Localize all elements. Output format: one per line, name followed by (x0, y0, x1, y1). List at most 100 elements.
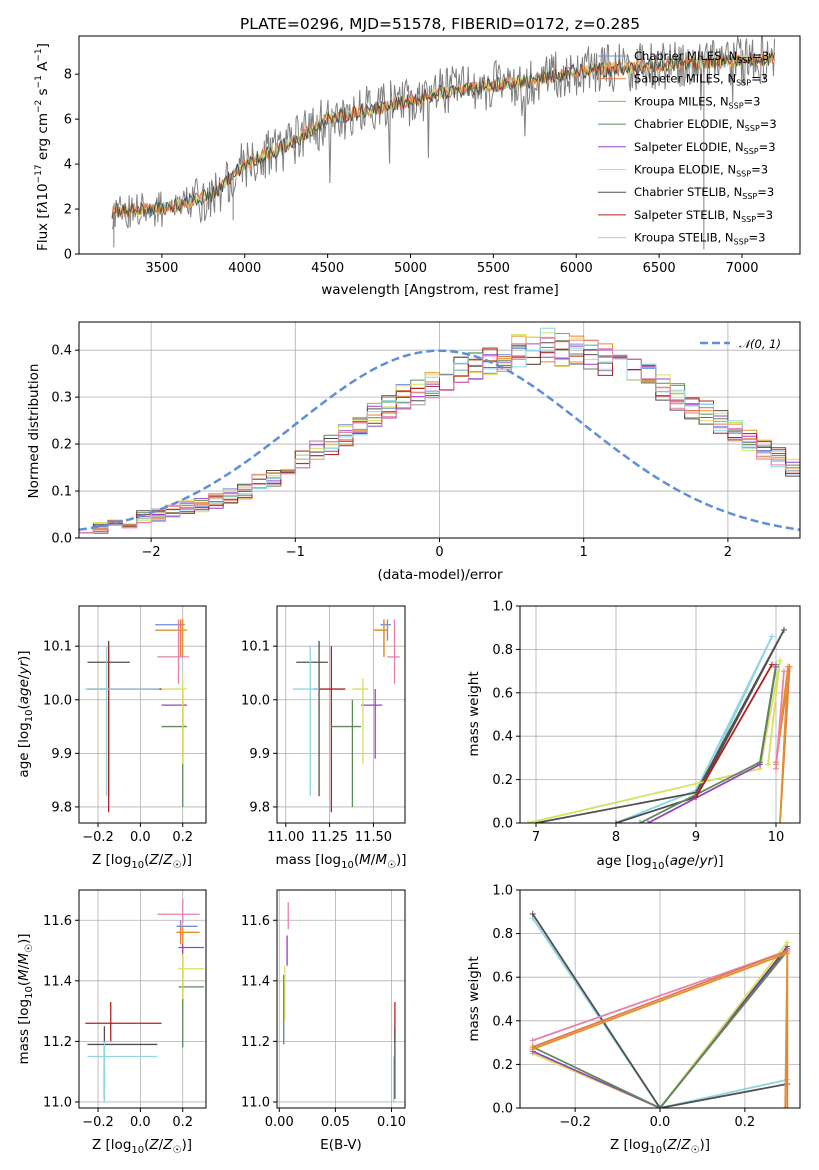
weight-marker (769, 661, 775, 668)
errorbar-chabrier-miles (176, 920, 198, 936)
weight-line-pink (532, 950, 788, 1042)
errorbar-kroupa-elodie (178, 953, 204, 999)
y-tick-label: 0.2 (51, 438, 72, 453)
x-tick-label: −1 (286, 545, 305, 560)
y-tick-label: 11.2 (43, 1035, 72, 1050)
y-tick-label: 0.0 (51, 532, 72, 547)
errorbar-kroupa-stelib (292, 646, 320, 797)
mass-weight-vs-Z-panel: −0.2 0.0 0.2 0.0 0.2 0.4 0.6 0.8 1.0 (492, 884, 801, 1130)
weight-marker (773, 765, 779, 772)
y-tick-label: 0.2 (492, 773, 513, 788)
y-tick-label: 11.4 (241, 974, 270, 989)
weight-marker (784, 1105, 791, 1108)
weight-marker (525, 820, 531, 823)
age-vs-Z-panel: −0.2 0.0 0.2 9.8 9.9 10.0 10.1 (43, 605, 207, 845)
y-tick-label: 10.1 (241, 640, 270, 655)
x-tick-label: 5000 (394, 261, 427, 276)
weight-marker (784, 939, 791, 946)
errorbar-salpeter-miles (176, 926, 198, 945)
x-tick-label: 11.25 (311, 830, 348, 845)
axes-frame (519, 605, 801, 824)
legend-label: Salpeter STELIB, NSSP=3 (634, 208, 773, 224)
x-tick-label: 7000 (725, 261, 758, 276)
weight-line-kroupa-stelib (531, 917, 788, 1108)
mass-weight-lines (525, 626, 793, 823)
mass-weight-lines (529, 910, 791, 1108)
x-tick-label: −2 (142, 545, 161, 560)
x-tick-label: 0.2 (735, 1115, 756, 1130)
weight-marker (613, 820, 619, 823)
weight-marker (781, 626, 787, 633)
y-tick-label: 9.9 (249, 747, 270, 762)
x-tick-label: 0.2 (172, 1115, 193, 1130)
x-tick-label: 3500 (145, 261, 178, 276)
mass-weight-vs-Z-ylabel: mass weight (466, 956, 482, 1041)
y-tick-label: 1.0 (492, 884, 513, 899)
y-tick-label: 0.6 (492, 971, 513, 986)
x-tick-label: 0 (435, 545, 443, 560)
legend-label: Salpeter ELODIE, NSSP=3 (634, 140, 776, 156)
errorbar-salpeter-stelib (313, 646, 346, 813)
errorbar-kroupa-miles (155, 619, 187, 657)
spectrum-observed (111, 36, 775, 230)
residuals-xlabel: (data-model)/error (377, 567, 503, 583)
axes-frame (276, 605, 406, 824)
y-tick-label: 0.4 (51, 344, 72, 359)
errorbar-salpeter-stelib (85, 1002, 162, 1042)
errorbar-salpeter-elodie (361, 689, 383, 759)
x-tick-label: 4500 (311, 261, 344, 276)
histogram-kroupa-stelib (79, 327, 800, 534)
y-tick-label: 11.0 (241, 1095, 270, 1110)
legend-label: Kroupa ELODIE, NSSP=3 (634, 163, 768, 179)
x-tick-label: 2 (724, 545, 732, 560)
y-tick-label: 0.8 (492, 643, 513, 658)
y-tick-label: 11.4 (43, 974, 72, 989)
spectrum-xlabel: wavelength [Angstrom, rest frame] (321, 282, 559, 298)
x-tick-label: 0.2 (172, 830, 193, 845)
mass-vs-EBV-panel: 0.00 0.05 0.10 11.0 11.2 11.4 11.6 (241, 889, 406, 1130)
weight-marker (529, 1046, 536, 1053)
weight-marker (657, 1105, 663, 1108)
errorbar-pink (157, 899, 200, 924)
errorbar-kroupa-miles (373, 619, 388, 657)
weight-line-chabrier-elodie (532, 950, 788, 1108)
spectrum-ylabel: Flux [fλ10−17 erg cm−2 s−1 A−1] (34, 43, 51, 251)
y-tick-label: 0.0 (492, 1102, 513, 1117)
weight-marker (781, 668, 787, 675)
x-tick-label: 9 (692, 830, 700, 845)
error-bars (283, 902, 396, 1102)
errorbar-kroupa-elodie (352, 678, 369, 765)
legend-label: Salpeter MILES, NSSP=3 (634, 72, 768, 88)
y-tick-label: 10.0 (43, 693, 72, 708)
legend-label: Kroupa STELIB, NSSP=3 (634, 231, 765, 247)
weight-marker (529, 1037, 536, 1044)
weight-marker (757, 759, 763, 766)
y-tick-label: 0.2 (492, 1058, 513, 1073)
mass-weight-vs-age-panel: 7 8 9 10 0.0 0.2 0.4 0.6 0.8 1.0 (492, 600, 801, 845)
y-tick-label: 0.4 (492, 730, 513, 745)
residuals-ylabel: Normed distribution (26, 364, 42, 499)
y-tick-label: 0.0 (492, 817, 513, 832)
y-tick-label: 11.2 (241, 1035, 270, 1050)
weight-marker (782, 1105, 789, 1108)
x-tick-label: 5500 (477, 261, 510, 276)
weight-marker (785, 663, 791, 670)
age-vs-mass-panel: 11.00 11.25 11.50 9.8 9.9 10.0 10.1 (241, 605, 406, 845)
x-tick-label: 8 (612, 830, 620, 845)
y-tick-label: 4 (64, 158, 72, 173)
x-tick-label: −0.2 (82, 830, 114, 845)
y-tick-label: 2 (64, 203, 72, 218)
x-tick-label: 7 (532, 830, 540, 845)
spectrum-legend: Chabrier MILES, NSSP=3 Salpeter MILES, NS… (598, 49, 777, 247)
axes-frame (519, 889, 801, 1109)
age-vs-mass-xlabel: mass [log10(M/M☉)] (275, 852, 406, 871)
weight-line-pink (775, 671, 785, 769)
y-tick-label: 0 (64, 248, 72, 263)
age-vs-Z-xlabel: Z [log10(Z/Z☉)] (92, 852, 192, 871)
axes-frame (78, 889, 207, 1109)
x-tick-label: 0.0 (130, 830, 151, 845)
weight-line-chabrier-stelib (535, 629, 785, 823)
x-tick-label: 0.10 (377, 1115, 406, 1130)
weight-marker (777, 820, 783, 823)
histograms (79, 327, 800, 534)
